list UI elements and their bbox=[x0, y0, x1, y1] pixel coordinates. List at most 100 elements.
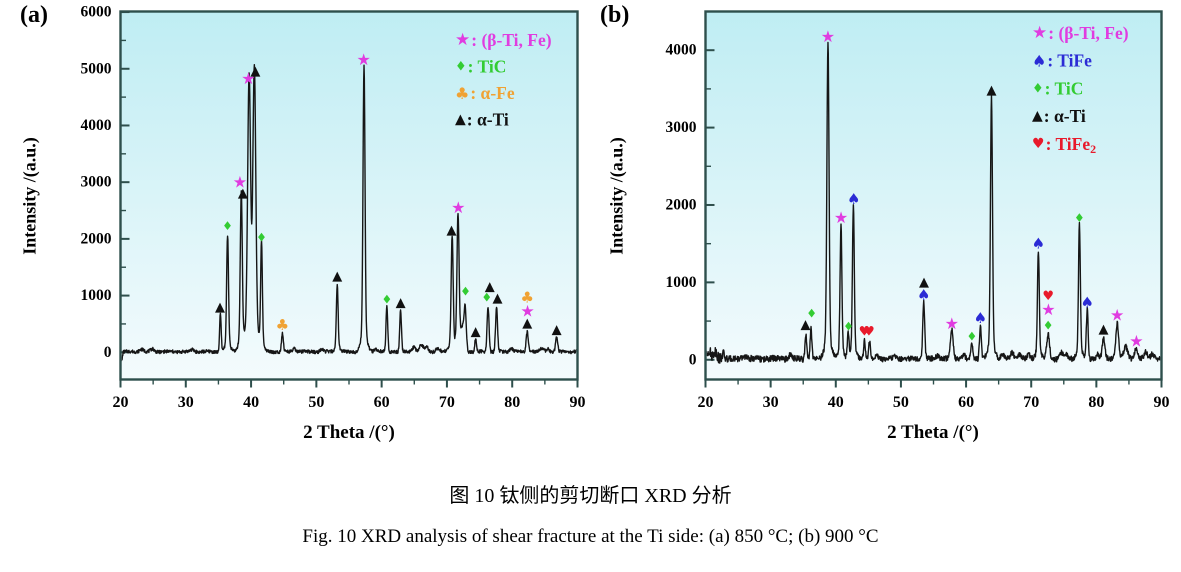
triangle-icon: ▲ bbox=[250, 64, 260, 79]
caption-english: Fig. 10 XRD analysis of shear fracture a… bbox=[302, 526, 879, 547]
xrd-curve bbox=[706, 41, 1161, 364]
x-tick-label: 40 bbox=[243, 394, 259, 411]
legend-entry-ati: ▲: α-Ti bbox=[455, 110, 509, 130]
triangle-icon: ▲ bbox=[455, 112, 466, 128]
x-axis-title-a: 2 Theta /(°) bbox=[303, 422, 395, 443]
star-icon: ★ bbox=[1032, 23, 1047, 43]
legend-label: : α-Ti bbox=[467, 110, 509, 130]
phase-markers: ▲♦★★♦♠♥♥♠▲★♦♠▲♠♦★♥♦♠▲★★ bbox=[800, 27, 1143, 351]
star-icon: ★ bbox=[233, 173, 247, 192]
diamond-icon: ♦ bbox=[967, 330, 978, 344]
panel-label-b: (b) bbox=[600, 2, 630, 28]
y-tick-label: 2000 bbox=[81, 230, 112, 247]
x-tick-label: 90 bbox=[1154, 394, 1170, 411]
star-icon: ★ bbox=[357, 50, 371, 69]
triangle-icon: ▲ bbox=[522, 316, 532, 331]
spade-icon: ♠ bbox=[1081, 293, 1094, 311]
y-tick-label: 3000 bbox=[81, 174, 112, 191]
diamond-icon: ♦ bbox=[222, 219, 233, 233]
xrd-chart-panel-a: 20 30 40 50 60 70 80 90 0 1000 2000 3000 4000 5000 600… bbox=[81, 4, 586, 411]
y-tick-label: 3000 bbox=[666, 119, 697, 136]
spade-icon: ♠ bbox=[974, 309, 987, 327]
triangle-icon: ▲ bbox=[493, 291, 503, 306]
legend-entry-beta: ★: (β-Ti, Fe) bbox=[1032, 23, 1129, 43]
star-icon: ★ bbox=[945, 314, 959, 333]
diamond-icon: ♦ bbox=[381, 293, 392, 307]
y-tick-label: 0 bbox=[104, 344, 112, 361]
spade-icon: ♠ bbox=[1032, 51, 1046, 70]
legend: ★: (β-Ti, Fe)♠: TiFe♦: TiC▲: α-Ti♥: TiFe… bbox=[1032, 23, 1129, 156]
diamond-icon: ♦ bbox=[460, 285, 471, 299]
legend-entry-tic: ♦: TiC bbox=[455, 57, 506, 77]
star-icon: ★ bbox=[821, 27, 835, 46]
y-tick-label: 0 bbox=[689, 351, 697, 368]
legend-entry-afe: ♣: α-Fe bbox=[455, 83, 515, 103]
club-icon: ♣ bbox=[521, 288, 534, 306]
diamond-icon: ♦ bbox=[481, 290, 492, 304]
y-tick-label: 4000 bbox=[81, 117, 112, 134]
spade-icon: ♠ bbox=[847, 190, 860, 208]
heart-icon: ♥ bbox=[859, 324, 871, 339]
x-tick-label: 60 bbox=[958, 394, 974, 411]
diamond-icon: ♦ bbox=[1074, 211, 1085, 225]
triangle-icon: ▲ bbox=[215, 300, 225, 315]
triangle-icon: ▲ bbox=[446, 223, 456, 238]
legend-label: : TiFe bbox=[1046, 134, 1091, 154]
spade-icon: ♠ bbox=[1032, 235, 1045, 253]
xrd-chart-panel-b: 20 30 40 50 60 70 80 9001000200030004000▲♦★★♦♠♥… bbox=[666, 10, 1170, 411]
triangle-icon: ▲ bbox=[471, 324, 481, 339]
triangle-icon: ▲ bbox=[238, 186, 248, 201]
star-icon: ★ bbox=[455, 30, 470, 50]
y-axis-title-a: Intensity /(a.u.) bbox=[19, 137, 40, 255]
diamond-icon: ♦ bbox=[455, 59, 467, 74]
diamond-icon: ♦ bbox=[256, 231, 267, 245]
star-icon: ★ bbox=[241, 69, 255, 88]
panel-label-a: (a) bbox=[20, 2, 48, 28]
triangle-icon: ▲ bbox=[800, 317, 810, 332]
star-icon: ★ bbox=[834, 208, 848, 227]
heart-icon: ♥ bbox=[1032, 136, 1045, 152]
legend-label: : TiFe bbox=[1047, 51, 1092, 71]
legend-label: : α-Ti bbox=[1044, 106, 1086, 126]
phase-markers: ▲♦★▲★▲♦♣▲★♦ ▲▲★♦▲♦▲▲▲★♣▲ bbox=[215, 50, 562, 339]
x-tick-label: 70 bbox=[1023, 394, 1039, 411]
star-icon: ★ bbox=[1041, 300, 1055, 319]
diamond-icon: ♦ bbox=[1032, 81, 1044, 96]
star-icon: ★ bbox=[520, 301, 534, 320]
star-icon: ★ bbox=[451, 198, 465, 217]
triangle-icon: ▲ bbox=[1032, 108, 1043, 124]
legend-entry-tife: ♠: TiFe bbox=[1032, 51, 1092, 71]
legend: ★: (β-Ti, Fe)♦: TiC♣: α-Fe▲: α-Ti bbox=[455, 30, 552, 130]
legend-entry-ati: ▲: α-Ti bbox=[1032, 106, 1086, 126]
x-tick-label: 30 bbox=[178, 394, 194, 411]
legend-label: : α-Fe bbox=[470, 83, 514, 103]
legend-label: : TiC bbox=[1045, 78, 1084, 98]
heart-icon: ♥ bbox=[863, 324, 875, 339]
x-tick-label: 40 bbox=[828, 394, 844, 411]
x-tick-label: 80 bbox=[504, 394, 520, 411]
diamond-icon: ♦ bbox=[806, 306, 817, 320]
y-axis: 0 1000 2000 3000 4000 5000 6000 bbox=[81, 4, 130, 361]
star-icon: ★ bbox=[1129, 332, 1143, 351]
triangle-icon: ▲ bbox=[396, 295, 406, 310]
y-tick-label: 4000 bbox=[666, 42, 697, 59]
legend-label: : (β-Ti, Fe) bbox=[1048, 23, 1129, 43]
star-icon: ★ bbox=[1110, 305, 1124, 324]
plot-background bbox=[705, 11, 1162, 380]
legend-entry-beta: ★: (β-Ti, Fe) bbox=[455, 30, 552, 50]
x-tick-label: 70 bbox=[439, 394, 455, 411]
x-tick-label: 50 bbox=[893, 394, 909, 411]
triangle-icon: ▲ bbox=[919, 275, 929, 290]
y-tick-label: 2000 bbox=[666, 196, 697, 213]
x-axis: 20 30 40 50 60 70 80 90 bbox=[113, 380, 586, 411]
legend-entry-tic: ♦: TiC bbox=[1032, 78, 1083, 98]
x-tick-label: 30 bbox=[763, 394, 779, 411]
diamond-icon: ♦ bbox=[843, 319, 854, 333]
triangle-icon: ▲ bbox=[552, 323, 562, 338]
club-icon: ♣ bbox=[455, 84, 469, 103]
caption-chinese: 图 10 钛侧的剪切断口 XRD 分析 bbox=[449, 485, 732, 507]
triangle-icon: ▲ bbox=[332, 269, 342, 284]
diamond-icon: ♦ bbox=[1043, 319, 1054, 333]
spade-icon: ♠ bbox=[917, 286, 930, 304]
